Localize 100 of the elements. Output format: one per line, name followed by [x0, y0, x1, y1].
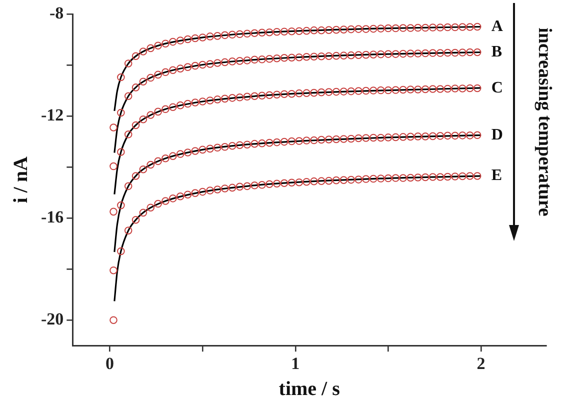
point: [117, 148, 125, 156]
point: [228, 58, 236, 66]
point: [176, 36, 184, 44]
point: [317, 52, 326, 60]
point: [384, 86, 392, 94]
point: [466, 132, 474, 140]
point: [154, 108, 162, 116]
point: [444, 172, 452, 181]
point: [243, 140, 252, 148]
point: [310, 52, 318, 60]
point: [228, 142, 236, 150]
point: [250, 56, 258, 64]
point: [362, 50, 370, 59]
annotation: increasing temperature: [534, 28, 556, 216]
point: [436, 85, 444, 93]
point: [347, 25, 355, 34]
point: [414, 132, 422, 140]
point: [362, 86, 370, 95]
point: [466, 172, 474, 180]
point: [139, 78, 148, 86]
point: [280, 138, 288, 146]
point: [117, 247, 125, 256]
point: [243, 92, 252, 101]
point: [347, 176, 355, 184]
point: [214, 32, 222, 40]
point: [369, 24, 378, 33]
point: [228, 94, 236, 102]
point: [154, 200, 162, 208]
point: [258, 139, 266, 148]
point: [288, 54, 296, 62]
point: [347, 51, 355, 60]
point: [258, 28, 266, 37]
point: [266, 28, 274, 36]
point: [310, 136, 318, 144]
x-tick-label: 2: [476, 354, 486, 374]
point: [324, 26, 333, 34]
point: [384, 50, 392, 58]
point: [444, 23, 452, 32]
point: [124, 182, 132, 190]
point: [198, 146, 206, 154]
point: [288, 27, 296, 36]
point: [214, 144, 222, 152]
point: [451, 84, 459, 92]
point: [250, 140, 258, 148]
point: [184, 148, 192, 156]
point: [428, 24, 437, 32]
point: [117, 73, 125, 82]
point: [206, 60, 214, 68]
y-axis-title: i / nA: [10, 156, 32, 204]
point: [272, 138, 281, 146]
point: [132, 84, 140, 92]
point: [354, 176, 362, 184]
point: [376, 174, 385, 182]
point: [191, 147, 200, 155]
point: [250, 182, 258, 190]
point: [288, 137, 296, 146]
point: [176, 101, 184, 110]
point: [220, 184, 229, 192]
point: [466, 84, 474, 92]
point: [444, 48, 452, 57]
point: [258, 56, 266, 64]
point: [169, 152, 177, 160]
point: [369, 174, 378, 183]
y-tick-label: -20: [40, 309, 64, 328]
point: [236, 141, 244, 150]
point: [139, 165, 148, 174]
point: [154, 157, 162, 166]
point: [295, 27, 304, 35]
point: [124, 130, 132, 138]
point: [302, 136, 310, 144]
point: [132, 52, 140, 60]
point: [272, 54, 281, 62]
point: [243, 182, 252, 190]
point: [206, 96, 214, 104]
point: [414, 174, 422, 182]
point: [354, 51, 362, 59]
point: [295, 53, 304, 62]
point: [236, 182, 244, 191]
point: [198, 188, 206, 196]
point: [228, 184, 236, 192]
point: [176, 150, 184, 158]
point: [162, 197, 170, 205]
point: [272, 28, 281, 36]
point: [310, 177, 318, 186]
point: [392, 174, 400, 182]
point: [362, 175, 370, 183]
point: [110, 124, 118, 132]
point: [332, 135, 340, 144]
point: [272, 90, 281, 99]
series-label: E: [491, 167, 502, 184]
point: [399, 133, 407, 141]
point: [110, 266, 118, 274]
point: [139, 115, 148, 124]
point: [384, 174, 392, 182]
point: [146, 160, 155, 169]
point: [266, 138, 274, 147]
point: [421, 132, 430, 140]
point: [332, 52, 340, 60]
point: [451, 23, 459, 32]
point: [169, 38, 177, 46]
